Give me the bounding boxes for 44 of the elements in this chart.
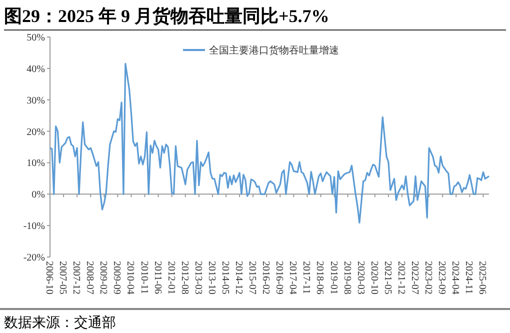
x-tick-label: 2007-12 — [70, 261, 82, 294]
title: 图29：2025 年 9 月货物吞吐量同比+5.7% — [4, 6, 330, 26]
y-tick-label: 50% — [26, 32, 45, 44]
x-tick-label: 2014-05 — [219, 261, 230, 294]
y-tick-label: 40% — [26, 64, 45, 75]
x-tick-label: 2013-10 — [206, 261, 217, 294]
x-tick-label: 2020-10 — [368, 261, 380, 294]
x-tick-label: 2020-03 — [354, 261, 366, 294]
source-note: 数据来源：交通部 — [4, 315, 116, 331]
x-tick-label: 2018-06 — [314, 261, 326, 294]
x-tick-label: 2007-05 — [57, 261, 68, 294]
y-tick-label: 20% — [26, 126, 45, 138]
x-tick-label: 2019-08 — [341, 261, 352, 294]
x-tick-label: 2012-01 — [165, 261, 176, 294]
x-tick-label: 2009-02 — [98, 261, 109, 294]
x-tick-label: 2022-07 — [409, 261, 420, 294]
y-tick-label: -10% — [23, 221, 45, 232]
x-tick-label: 2021-05 — [382, 261, 393, 294]
x-tick-label: 2011-06 — [152, 261, 163, 294]
x-tick-label: 2009-09 — [111, 261, 122, 294]
x-tick-label: 2021-12 — [395, 261, 406, 294]
x-tick-label: 2016-02 — [260, 261, 272, 294]
x-tick-label: 2024-04 — [450, 261, 461, 294]
x-tick-label: 2010-04 — [124, 261, 136, 294]
x-tick-label: 2023-02 — [422, 261, 434, 294]
x-tick-label: 2024-11 — [463, 261, 474, 294]
y-tick-label: 30% — [26, 95, 45, 106]
y-tick-label: 0% — [32, 190, 45, 201]
x-tick-label: 2017-04 — [287, 261, 298, 294]
x-tick-label: 2010-11 — [138, 261, 150, 294]
x-tick-label: 2017-11 — [300, 261, 312, 294]
y-tick-label: 10% — [26, 158, 45, 170]
x-tick-label: 2006-10 — [44, 261, 54, 294]
x-tick-label: 2014-12 — [233, 261, 244, 294]
y-tick-label: -20% — [23, 252, 45, 264]
x-tick-label: 2015-07 — [246, 261, 258, 294]
x-tick-label: 2025-06 — [476, 261, 488, 294]
x-tick-label: 2008-07 — [84, 261, 96, 294]
x-tick-label: 2016-09 — [274, 261, 285, 294]
x-tick-label: 2023-09 — [436, 261, 448, 294]
legend-label: 全国主要港口货物吞吐量增速 — [209, 44, 339, 56]
x-tick-label: 2013-03 — [192, 261, 204, 294]
x-tick-label: 2012-08 — [178, 261, 190, 294]
x-tick-label: 2019-01 — [328, 261, 339, 294]
